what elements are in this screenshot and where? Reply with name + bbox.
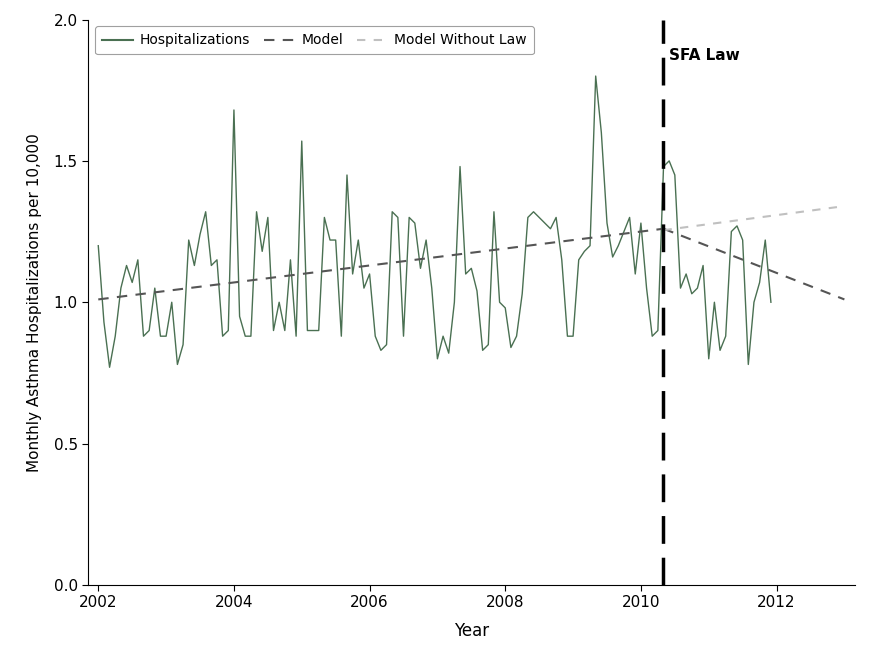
Y-axis label: Monthly Asthma Hospitalizations per 10,000: Monthly Asthma Hospitalizations per 10,0…: [27, 133, 42, 472]
X-axis label: Year: Year: [454, 621, 489, 640]
Legend: Hospitalizations, Model, Model Without Law: Hospitalizations, Model, Model Without L…: [95, 27, 534, 55]
Text: SFA Law: SFA Law: [669, 48, 740, 63]
